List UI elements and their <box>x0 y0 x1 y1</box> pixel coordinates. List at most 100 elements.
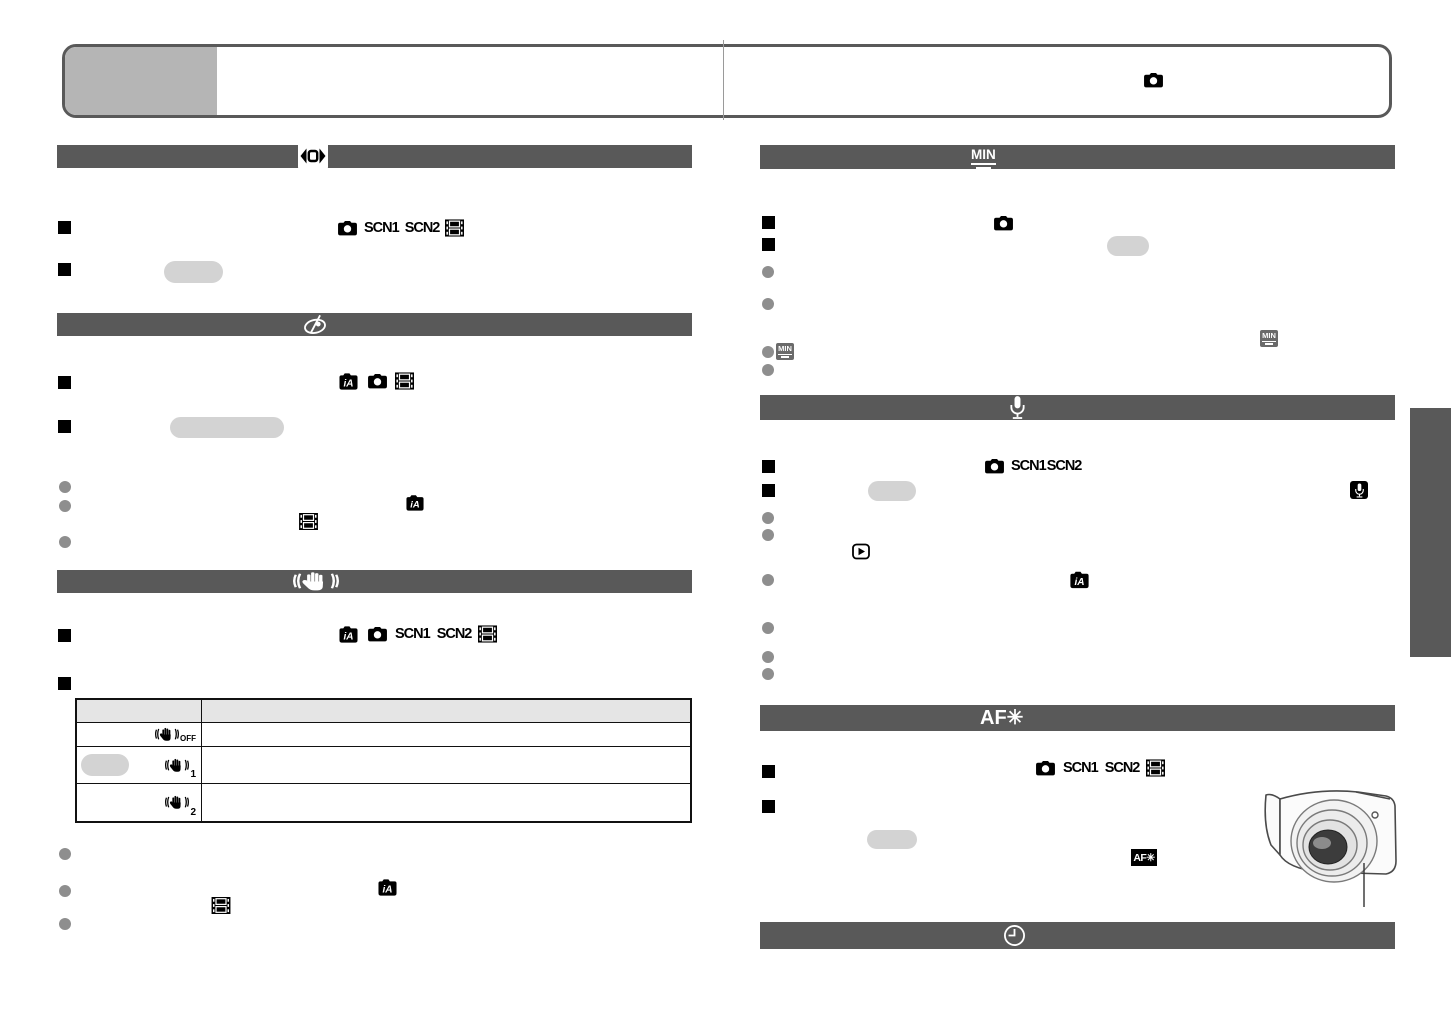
section-header-stabilizer <box>57 570 692 593</box>
min-shutter-badge: MIN <box>1260 330 1278 347</box>
bullet-square <box>58 629 71 642</box>
movie-icon <box>477 624 498 644</box>
ia-mode-icon <box>378 879 397 896</box>
section-header-audio <box>760 395 1395 420</box>
section-header-af-assist <box>760 705 1395 731</box>
bullet-square <box>762 238 775 251</box>
camera-icon <box>368 373 387 389</box>
camera-icon <box>985 458 1004 474</box>
camera-icon <box>994 215 1013 231</box>
scn2-label: SCN2 <box>404 219 441 236</box>
header-gray-tab <box>65 47 217 115</box>
section-header-economy <box>57 313 692 336</box>
bullet-square <box>762 800 775 813</box>
bullet-dot <box>762 346 774 358</box>
highlight-pill <box>868 481 916 501</box>
ia-mode-icon <box>339 625 358 643</box>
bullet-square <box>762 484 775 497</box>
af-assist-title: AF✳ <box>980 707 1024 729</box>
movie-icon <box>394 371 415 391</box>
stabilizer-mode1-label: 1 <box>190 769 196 780</box>
mode-icons-row: SCN1 SCN2 <box>337 218 465 238</box>
bullet-dot <box>59 536 71 548</box>
stabilizer-mode2-icon <box>165 795 190 810</box>
stabilizer-mode1-icon <box>165 757 190 772</box>
scn1-label: SCN1 <box>364 219 400 236</box>
stabilizer-icon <box>292 571 340 592</box>
clock-icon <box>1004 925 1025 946</box>
af-assist-badge: AF✳ <box>1131 849 1157 866</box>
bullet-dot <box>762 622 774 634</box>
camera-illustration <box>1264 790 1397 907</box>
bullet-dot <box>762 668 774 680</box>
bullet-dot <box>59 848 71 860</box>
movie-icon <box>444 218 465 238</box>
bullet-dot <box>762 651 774 663</box>
min-shutter-icon: MIN <box>971 147 996 170</box>
mode-icons-row: SCN1 SCN2 <box>337 624 498 644</box>
table-row: 1 <box>77 746 690 783</box>
section-header-min-shutter <box>760 145 1395 169</box>
bullet-square <box>762 460 775 473</box>
bullet-dot <box>762 298 774 310</box>
bullet-square <box>58 420 71 433</box>
stabilizer-off-icon <box>154 727 180 742</box>
mode-icons-row: SCN1 SCN2 <box>1035 758 1166 778</box>
mode-icons-row <box>337 371 415 391</box>
bullet-dot <box>762 574 774 586</box>
highlight-pill <box>1107 236 1149 256</box>
camera-icon <box>1144 72 1163 88</box>
bullet-square <box>58 677 71 690</box>
camera-side <box>1264 793 1281 856</box>
table-header-row <box>77 700 690 722</box>
min-shutter-badge: MIN <box>776 343 794 360</box>
mode-icons-row: SCN1 SCN2 <box>984 456 1083 476</box>
scn2-label: SCN2 <box>1104 759 1141 776</box>
bullet-dot <box>762 364 774 376</box>
bullet-dot <box>59 500 71 512</box>
camera-icon <box>338 220 357 236</box>
table-header-description <box>202 700 690 722</box>
movie-icon <box>210 896 232 915</box>
bullet-dot <box>762 266 774 278</box>
section-header-clock <box>760 922 1395 949</box>
screen-display-icon <box>296 141 330 171</box>
scn2-label: SCN2 <box>436 625 473 642</box>
stabilizer-mode2-label: 2 <box>190 807 196 818</box>
economy-icon <box>302 314 328 336</box>
highlight-pill <box>164 261 223 283</box>
af-assist-lamp <box>1371 811 1379 819</box>
bullet-dot <box>59 918 71 930</box>
bullet-square <box>762 765 775 778</box>
bullet-square <box>762 216 775 229</box>
playback-mode-icon <box>852 543 870 560</box>
ia-mode-icon <box>339 372 358 390</box>
scn2-label: SCN2 <box>1046 457 1083 474</box>
movie-icon <box>1145 758 1166 778</box>
bullet-dot <box>59 481 71 493</box>
bullet-dot <box>59 885 71 897</box>
stabilizer-table: OFF 1 2 <box>75 698 692 823</box>
bullet-dot <box>762 512 774 524</box>
bullet-dot <box>762 529 774 541</box>
camera-icon <box>1036 760 1055 776</box>
movie-icon <box>298 512 319 531</box>
highlight-pill <box>867 830 917 849</box>
page-header <box>62 44 1392 118</box>
ia-mode-icon <box>406 495 424 511</box>
table-header-setting <box>77 700 202 722</box>
camera-icon <box>368 626 387 642</box>
microphone-badge <box>1350 481 1368 499</box>
table-row: 2 <box>77 783 690 821</box>
scn1-label: SCN1 <box>1011 457 1047 474</box>
ia-mode-icon <box>1070 571 1089 589</box>
section-header-display <box>57 145 692 168</box>
bullet-square <box>58 376 71 389</box>
stabilizer-off-label: OFF <box>180 734 196 743</box>
bullet-square <box>58 221 71 234</box>
highlight-pill <box>170 417 284 438</box>
scn1-label: SCN1 <box>395 625 431 642</box>
page-edge-tab <box>1410 408 1451 657</box>
microphone-icon <box>1010 395 1025 419</box>
